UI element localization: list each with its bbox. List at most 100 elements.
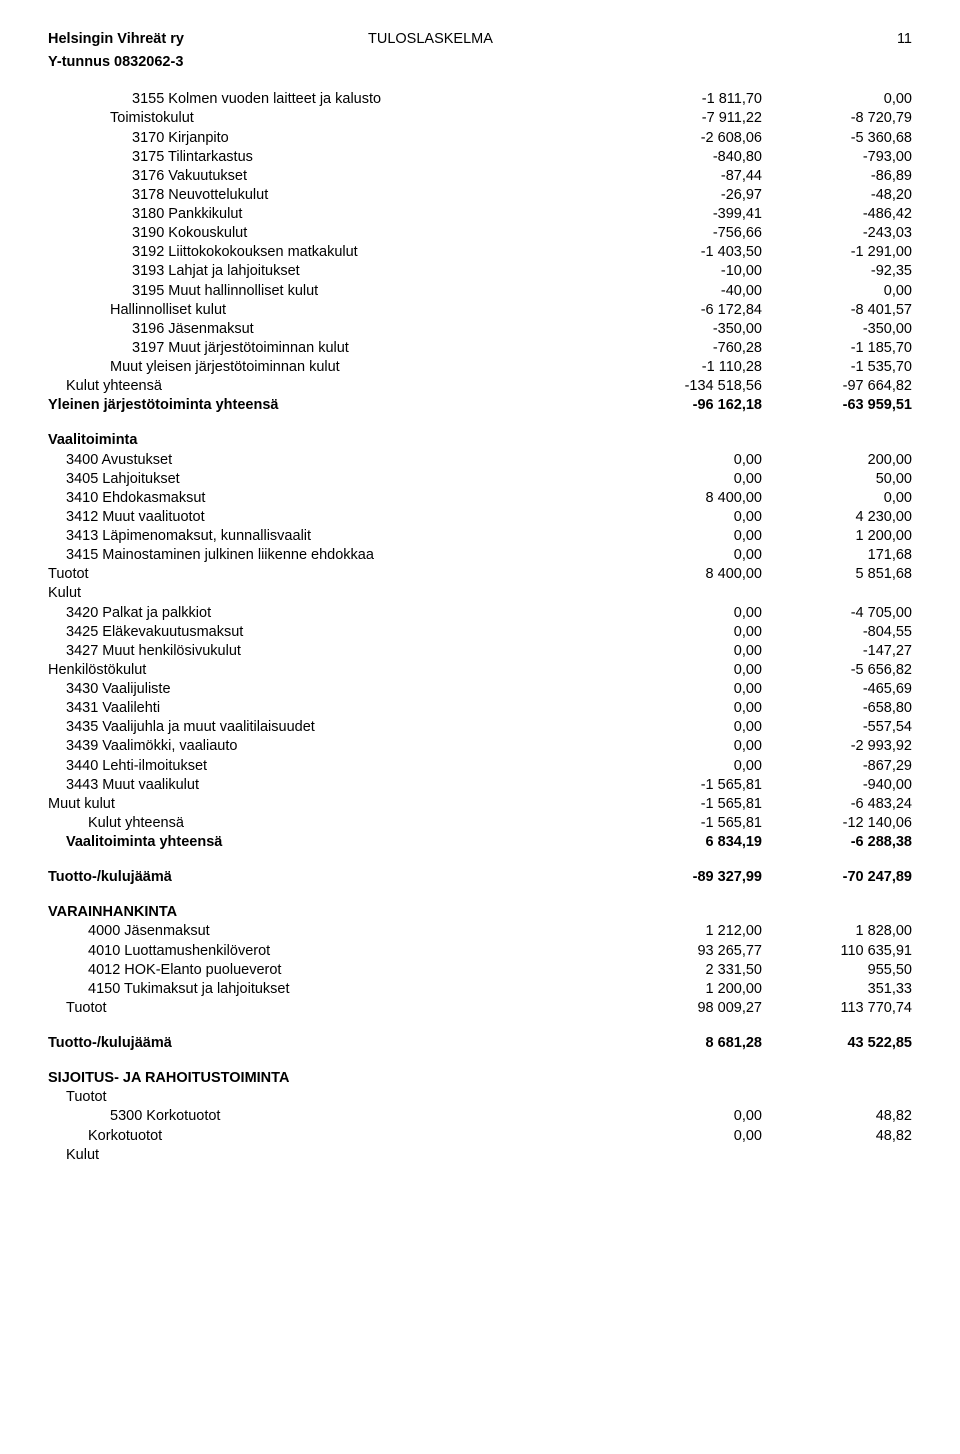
row-value-2: -86,89	[762, 167, 912, 186]
row-value-1: 93 265,77	[612, 942, 762, 961]
row-label: 3425 Eläkevakuutusmaksut	[48, 623, 612, 642]
row-value-1: 98 009,27	[612, 999, 762, 1018]
row-label: 3420 Palkat ja palkkiot	[48, 604, 612, 623]
row-value-1: -760,28	[612, 339, 762, 358]
row-label: 3400 Avustukset	[48, 451, 612, 470]
row-label: 3405 Lahjoitukset	[48, 470, 612, 489]
row-value-2: 5 851,68	[762, 565, 912, 584]
row-value-2: -486,42	[762, 205, 912, 224]
table-row: 3155 Kolmen vuoden laitteet ja kalusto-1…	[48, 90, 912, 109]
table-row: Kulut	[48, 584, 912, 603]
row-label: 3190 Kokouskulut	[48, 224, 612, 243]
row-label: 3176 Vakuutukset	[48, 167, 612, 186]
row-label: 3435 Vaalijuhla ja muut vaalitilaisuudet	[48, 718, 612, 737]
row-value-2: 4 230,00	[762, 508, 912, 527]
row-label: 4012 HOK-Elanto puolueverot	[48, 961, 612, 980]
row-value-1: -10,00	[612, 262, 762, 281]
row-value-1: -840,80	[612, 148, 762, 167]
table-row: Kulut yhteensä-1 565,81-12 140,06	[48, 814, 912, 833]
page-number: 11	[852, 30, 912, 49]
table-row: Muut yleisen järjestötoiminnan kulut-1 1…	[48, 358, 912, 377]
row-label: 4010 Luottamushenkilöverot	[48, 942, 612, 961]
table-row: Vaalitoiminta	[48, 431, 912, 450]
spacer	[48, 852, 912, 868]
data-rows: 3155 Kolmen vuoden laitteet ja kalusto-1…	[48, 90, 912, 1165]
table-row: 4000 Jäsenmaksut1 212,001 828,00	[48, 922, 912, 941]
row-value-1: 0,00	[612, 1127, 762, 1146]
row-value-2: 48,82	[762, 1127, 912, 1146]
row-value-2: 0,00	[762, 90, 912, 109]
row-value-2: -1 291,00	[762, 243, 912, 262]
page-container: Helsingin Vihreät ry TULOSLASKELMA 11 Y-…	[0, 0, 960, 1205]
table-row: Tuotot98 009,27113 770,74	[48, 999, 912, 1018]
row-label: Toimistokulut	[48, 109, 612, 128]
row-label: 3197 Muut järjestötoiminnan kulut	[48, 339, 612, 358]
row-value-1: 1 200,00	[612, 980, 762, 999]
table-row: 3192 Liittokokokouksen matkakulut-1 403,…	[48, 243, 912, 262]
table-row: Tuotto-/kulujäämä-89 327,99-70 247,89	[48, 868, 912, 887]
row-label: VARAINHANKINTA	[48, 903, 612, 922]
row-value-2: -92,35	[762, 262, 912, 281]
row-value-1: -96 162,18	[612, 396, 762, 415]
table-row: 3197 Muut järjestötoiminnan kulut-760,28…	[48, 339, 912, 358]
table-row: Henkilöstökulut0,00-5 656,82	[48, 661, 912, 680]
table-row: 3175 Tilintarkastus-840,80-793,00	[48, 148, 912, 167]
row-value-2: -6 288,38	[762, 833, 912, 852]
row-value-1: 0,00	[612, 757, 762, 776]
row-label: 3415 Mainostaminen julkinen liikenne ehd…	[48, 546, 612, 565]
row-value-1: -134 518,56	[612, 377, 762, 396]
table-row: VARAINHANKINTA	[48, 903, 912, 922]
row-value-1: -1 565,81	[612, 795, 762, 814]
row-value-1	[612, 903, 762, 922]
row-value-1: 0,00	[612, 1107, 762, 1126]
row-value-1: 8 400,00	[612, 489, 762, 508]
row-label: 3180 Pankkikulut	[48, 205, 612, 224]
row-label: 3175 Tilintarkastus	[48, 148, 612, 167]
row-value-2: -12 140,06	[762, 814, 912, 833]
row-value-1: -89 327,99	[612, 868, 762, 887]
row-label: 4150 Tukimaksut ja lahjoitukset	[48, 980, 612, 999]
row-value-2: 50,00	[762, 470, 912, 489]
table-row: 3412 Muut vaalituotot0,004 230,00	[48, 508, 912, 527]
row-value-2: 955,50	[762, 961, 912, 980]
table-row: Korkotuotot0,0048,82	[48, 1127, 912, 1146]
table-row: 3425 Eläkevakuutusmaksut0,00-804,55	[48, 623, 912, 642]
row-label: 3412 Muut vaalituotot	[48, 508, 612, 527]
row-value-1: -1 811,70	[612, 90, 762, 109]
row-label: Tuotot	[48, 565, 612, 584]
table-row: Hallinnolliset kulut-6 172,84-8 401,57	[48, 301, 912, 320]
table-row: 3196 Jäsenmaksut-350,00-350,00	[48, 320, 912, 339]
row-label: 3440 Lehti-ilmoitukset	[48, 757, 612, 776]
row-label: 5300 Korkotuotot	[48, 1107, 612, 1126]
row-value-1: -40,00	[612, 282, 762, 301]
row-value-1: 6 834,19	[612, 833, 762, 852]
table-row: 3195 Muut hallinnolliset kulut-40,000,00	[48, 282, 912, 301]
spacer	[48, 887, 912, 903]
row-value-2: 0,00	[762, 489, 912, 508]
row-value-1	[612, 1069, 762, 1088]
org-name: Helsingin Vihreät ry	[48, 30, 368, 49]
row-label: 4000 Jäsenmaksut	[48, 922, 612, 941]
row-label: Muut kulut	[48, 795, 612, 814]
row-label: 3196 Jäsenmaksut	[48, 320, 612, 339]
row-value-1: 2 331,50	[612, 961, 762, 980]
table-row: 3400 Avustukset0,00200,00	[48, 451, 912, 470]
row-value-2: 113 770,74	[762, 999, 912, 1018]
row-value-2: -658,80	[762, 699, 912, 718]
row-value-1	[612, 1088, 762, 1107]
table-row: 4012 HOK-Elanto puolueverot2 331,50955,5…	[48, 961, 912, 980]
table-row: 3431 Vaalilehti0,00-658,80	[48, 699, 912, 718]
table-row: 3440 Lehti-ilmoitukset0,00-867,29	[48, 757, 912, 776]
row-value-2: -867,29	[762, 757, 912, 776]
table-row: Tuotot8 400,005 851,68	[48, 565, 912, 584]
row-value-1: 0,00	[612, 680, 762, 699]
row-label: Hallinnolliset kulut	[48, 301, 612, 320]
table-row: SIJOITUS- JA RAHOITUSTOIMINTA	[48, 1069, 912, 1088]
row-label: 3427 Muut henkilösivukulut	[48, 642, 612, 661]
row-label: 3430 Vaalijuliste	[48, 680, 612, 699]
row-value-2: -1 185,70	[762, 339, 912, 358]
row-label: 3193 Lahjat ja lahjoitukset	[48, 262, 612, 281]
table-row: 3413 Läpimenomaksut, kunnallisvaalit0,00…	[48, 527, 912, 546]
table-row: 3180 Pankkikulut-399,41-486,42	[48, 205, 912, 224]
row-value-2: -8 401,57	[762, 301, 912, 320]
